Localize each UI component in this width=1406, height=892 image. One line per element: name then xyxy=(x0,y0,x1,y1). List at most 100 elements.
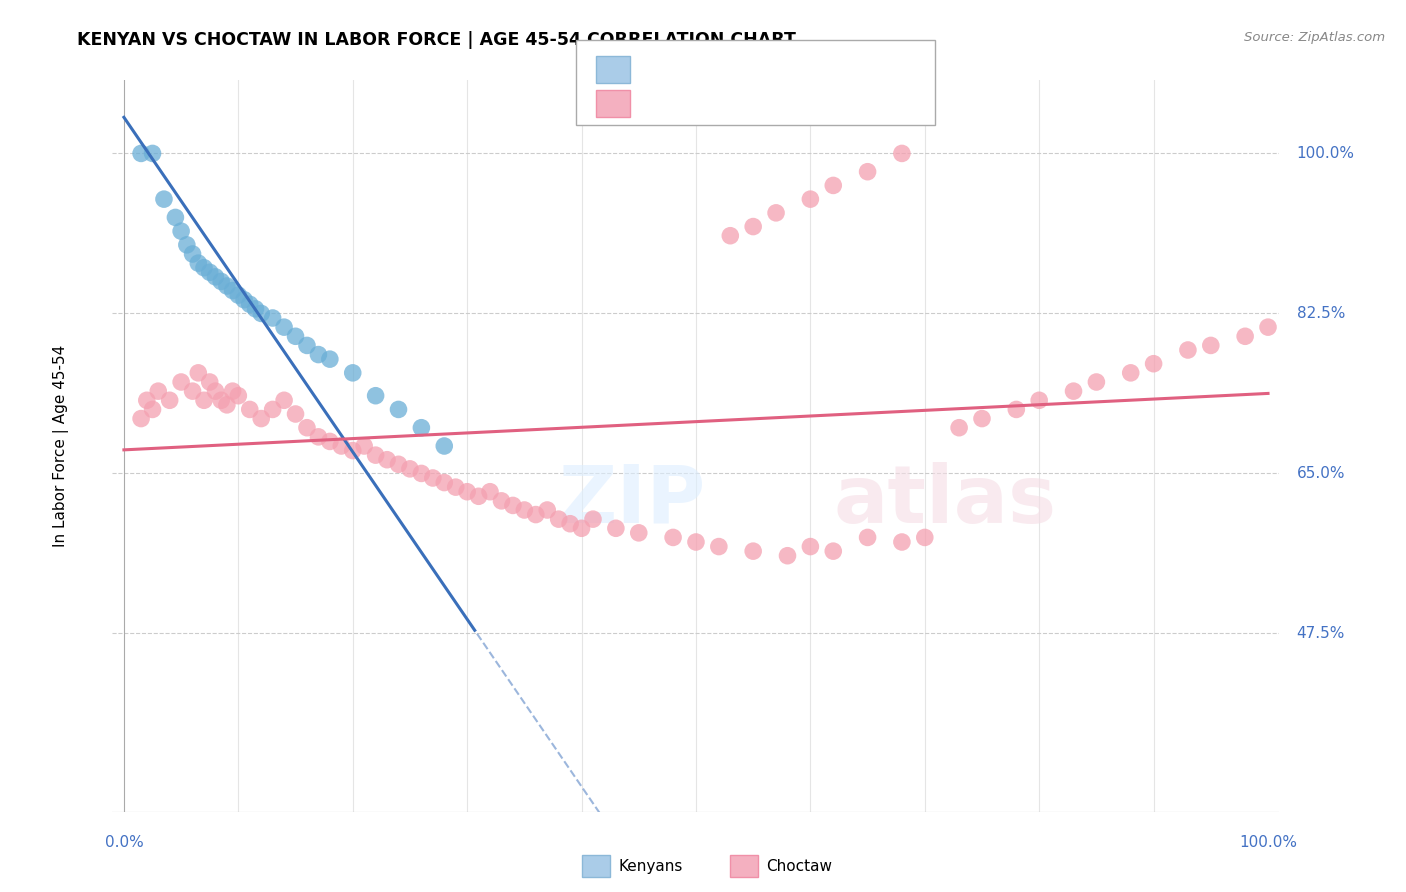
Point xyxy=(890,146,912,161)
Point xyxy=(1085,375,1108,389)
Point xyxy=(558,516,581,531)
Point xyxy=(914,530,936,544)
Point xyxy=(221,284,243,298)
Point xyxy=(1119,366,1142,380)
Point xyxy=(187,256,209,270)
Point xyxy=(129,411,152,425)
Point xyxy=(273,320,295,334)
Point xyxy=(1005,402,1028,417)
Point xyxy=(776,549,799,563)
Text: 0.0%: 0.0% xyxy=(104,835,143,849)
Point xyxy=(353,439,375,453)
Point xyxy=(948,421,970,435)
Point xyxy=(1199,338,1222,352)
Point xyxy=(1063,384,1085,398)
Point xyxy=(433,475,456,490)
Point xyxy=(250,411,273,425)
Point xyxy=(456,484,478,499)
Point xyxy=(245,301,267,316)
Text: 47.5%: 47.5% xyxy=(1296,626,1346,641)
Point xyxy=(1028,393,1050,408)
Point xyxy=(209,275,232,289)
Point xyxy=(627,525,650,540)
Text: Kenyans: Kenyans xyxy=(619,859,683,873)
Point xyxy=(215,279,238,293)
Point xyxy=(433,439,456,453)
Text: 100.0%: 100.0% xyxy=(1239,835,1296,849)
Point xyxy=(204,269,226,284)
Point xyxy=(181,384,204,398)
Point xyxy=(148,384,170,398)
Text: N = 39: N = 39 xyxy=(801,61,863,78)
Point xyxy=(1234,329,1257,343)
Point xyxy=(295,338,318,352)
Point xyxy=(284,329,307,343)
Point xyxy=(319,434,342,449)
Point xyxy=(284,407,307,421)
Point xyxy=(1257,320,1279,334)
Point xyxy=(364,448,387,462)
Point xyxy=(799,540,821,554)
Point xyxy=(387,402,409,417)
Point xyxy=(228,389,250,403)
Point xyxy=(856,530,879,544)
Point xyxy=(342,366,364,380)
Point xyxy=(823,178,845,193)
Point xyxy=(187,366,209,380)
Point xyxy=(605,521,627,535)
Point xyxy=(141,146,163,161)
Point xyxy=(330,439,353,453)
Point xyxy=(536,503,558,517)
Point xyxy=(685,535,707,549)
Point xyxy=(491,494,513,508)
Point xyxy=(204,384,226,398)
Point xyxy=(209,393,232,408)
Point xyxy=(524,508,547,522)
Point xyxy=(742,544,765,558)
Point xyxy=(502,499,524,513)
Point xyxy=(295,421,318,435)
Point xyxy=(1177,343,1199,357)
Point xyxy=(215,398,238,412)
Text: R =: R = xyxy=(640,95,676,112)
Point xyxy=(856,164,879,178)
Text: In Labor Force | Age 45-54: In Labor Force | Age 45-54 xyxy=(53,345,69,547)
Text: ZIP: ZIP xyxy=(558,462,706,540)
Point xyxy=(141,402,163,417)
Point xyxy=(239,297,262,311)
Text: 65.0%: 65.0% xyxy=(1296,466,1346,481)
Point xyxy=(239,402,262,417)
Point xyxy=(198,265,221,279)
Point xyxy=(547,512,569,526)
Text: N = 77: N = 77 xyxy=(801,95,863,112)
Point xyxy=(399,462,422,476)
Point xyxy=(1142,357,1164,371)
Point xyxy=(233,293,256,307)
Point xyxy=(262,310,284,325)
Point xyxy=(250,306,273,320)
Point xyxy=(153,192,176,206)
Point xyxy=(513,503,536,517)
Point xyxy=(364,389,387,403)
Point xyxy=(479,484,502,499)
Point xyxy=(193,260,215,275)
Point xyxy=(307,430,329,444)
Point xyxy=(467,489,489,503)
Point xyxy=(411,467,433,481)
Point xyxy=(221,384,243,398)
Point xyxy=(198,375,221,389)
Text: R =: R = xyxy=(640,61,676,78)
Point xyxy=(765,206,787,220)
Text: Choctaw: Choctaw xyxy=(766,859,832,873)
Text: 82.5%: 82.5% xyxy=(1296,306,1346,321)
Point xyxy=(170,375,193,389)
Text: -0.564: -0.564 xyxy=(703,61,762,78)
Point xyxy=(319,352,342,367)
Text: atlas: atlas xyxy=(834,462,1056,540)
Point xyxy=(262,402,284,417)
Point xyxy=(307,348,329,362)
Point xyxy=(444,480,467,494)
Point xyxy=(662,530,685,544)
Point xyxy=(135,393,157,408)
Point xyxy=(228,288,250,302)
